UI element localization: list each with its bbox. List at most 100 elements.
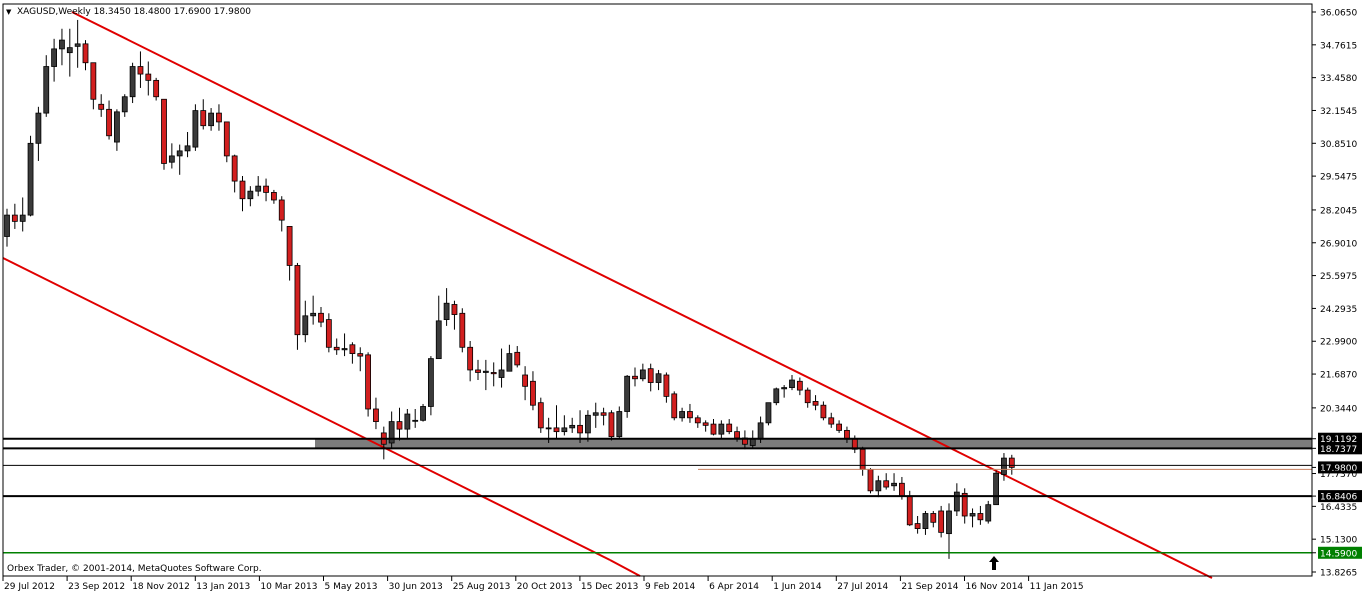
- time-tick-label: 10 Mar 2013: [260, 582, 317, 592]
- candle-bull: [655, 373, 662, 383]
- candle-bear: [137, 66, 144, 75]
- time-tick-label: 25 Aug 2013: [453, 582, 511, 592]
- candle-bear: [804, 389, 811, 404]
- channel-lines-layer: [2, 11, 1213, 579]
- candle-bull: [51, 48, 57, 67]
- candle-bull: [129, 66, 136, 98]
- candle-bull: [176, 150, 183, 157]
- time-tick-label: 20 Oct 2013: [517, 582, 573, 592]
- candle-bull: [985, 504, 992, 522]
- candle-bull: [969, 513, 976, 517]
- channel-lower-line-tail: [609, 559, 641, 577]
- channel-lower-line: [2, 257, 611, 561]
- candle-bear: [820, 404, 827, 419]
- candle-bear: [930, 513, 937, 523]
- candle-bull: [585, 414, 591, 434]
- time-tick-label: 30 Jun 2013: [389, 582, 443, 592]
- candle-bear: [475, 369, 481, 373]
- candle-bull: [757, 422, 764, 440]
- candle-bear: [867, 469, 874, 492]
- price-tick-label: 15.1300: [1320, 536, 1357, 546]
- support-zone-band: [315, 438, 1312, 449]
- candle-bear: [671, 393, 678, 419]
- candle-bear: [694, 417, 701, 424]
- candle-bull: [624, 375, 631, 412]
- candle-bull: [74, 43, 81, 47]
- candle-bear: [90, 62, 97, 100]
- candle-bear: [1008, 457, 1015, 468]
- price-tick-label: 22.9900: [1320, 338, 1357, 348]
- candle-bull: [247, 190, 254, 200]
- candle-bull: [404, 413, 411, 430]
- support-zone-layer: [315, 438, 1312, 449]
- candle-bull: [427, 358, 434, 407]
- candle-bull: [435, 320, 442, 360]
- candle-bull: [482, 370, 489, 373]
- price-tick-label: 34.7615: [1320, 41, 1357, 51]
- candle-bull: [35, 112, 42, 144]
- time-axis[interactable]: 29 Jul 2012 23 Sep 2012 18 Nov 2012 13 Jan …: [2, 576, 1084, 592]
- candle-bear: [726, 423, 733, 433]
- price-tick-label: 21.6870: [1320, 371, 1357, 381]
- candle-bull: [114, 111, 120, 143]
- time-tick-label: 23 Sep 2012: [68, 582, 125, 592]
- candle-bear: [899, 482, 905, 497]
- candle-bear: [459, 312, 466, 348]
- price-tick-label: 25.5975: [1320, 272, 1357, 282]
- candle-bull: [875, 480, 882, 492]
- candle-bear: [883, 480, 890, 488]
- candle-bull: [388, 421, 395, 444]
- candle-bear: [278, 199, 285, 221]
- price-tick-label: 28.2045: [1320, 206, 1357, 216]
- candle-bear: [663, 374, 670, 397]
- time-tick-label: 16 Nov 2014: [966, 582, 1024, 592]
- level-lines-layer: [3, 437, 1312, 554]
- candle-bull: [749, 438, 756, 446]
- price-tick-label: 14.5900: [1320, 549, 1357, 559]
- candle-bull: [616, 411, 623, 438]
- candle-bull: [506, 353, 513, 372]
- time-tick-label: 11 Jan 2015: [1030, 582, 1084, 592]
- chart-menu-arrow[interactable]: ▼: [6, 8, 12, 16]
- price-tick-label: 33.4580: [1320, 74, 1357, 84]
- candles-layer: [4, 19, 1015, 559]
- candle-bear: [467, 346, 474, 371]
- candle-bear: [977, 513, 984, 521]
- candle-bear: [632, 375, 638, 380]
- candle-bear: [231, 155, 238, 182]
- candle-bull: [561, 427, 568, 433]
- candle-bull: [569, 424, 576, 429]
- candle-bear: [490, 372, 497, 375]
- candle-bull: [891, 482, 897, 487]
- candle-bull: [789, 379, 795, 388]
- candle-bear: [734, 431, 740, 439]
- symbol-info-label: XAGUSD,Weekly 18.3450 18.4800 17.6900 17…: [17, 7, 251, 17]
- price-tick-label: 17.7370: [1320, 470, 1357, 480]
- candle-bear: [349, 344, 356, 354]
- candle-bear: [514, 351, 521, 366]
- candle-bull: [43, 66, 50, 114]
- candle-bear: [106, 108, 112, 137]
- price-tick-label: 18.7377: [1320, 445, 1357, 455]
- candle-bear: [325, 319, 332, 348]
- time-tick-label: 6 Apr 2014: [709, 582, 759, 592]
- price-axis[interactable]: 36.0650 34.7615 33.4580 32.1545 30.8510 29.54…: [1312, 9, 1362, 579]
- time-tick-label: 13 Jan 2013: [196, 582, 250, 592]
- candle-bull: [773, 388, 780, 404]
- candle-bull: [121, 96, 128, 113]
- candle-bull: [781, 387, 788, 390]
- price-label-box: [1318, 432, 1362, 445]
- candle-bull: [718, 423, 725, 435]
- candle-bear: [286, 226, 293, 266]
- candle-bull: [59, 39, 65, 50]
- time-tick-label: 29 Jul 2012: [4, 582, 55, 592]
- candle-bear: [98, 103, 105, 110]
- candle-bull: [302, 315, 309, 336]
- candle-bear: [522, 374, 528, 387]
- price-tick-label: 19.1192: [1320, 435, 1357, 445]
- candle-bear: [828, 417, 835, 425]
- candle-bull: [19, 214, 26, 222]
- candle-bear: [216, 112, 222, 123]
